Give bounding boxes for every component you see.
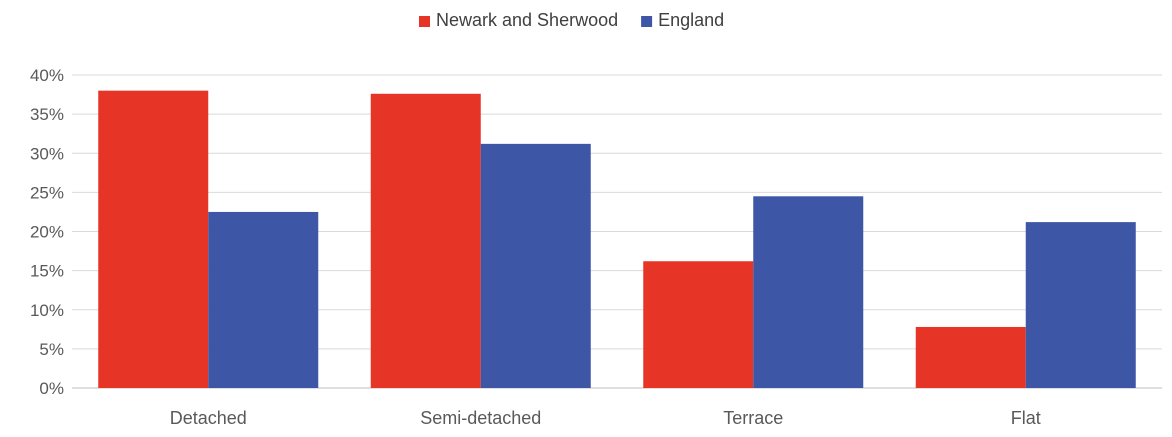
x-tick-label-2: Terrace [723, 408, 783, 428]
bar-detached-series-0 [98, 90, 209, 389]
bar-terrace-series-1 [753, 196, 864, 388]
legend: Newark and Sherwood England [419, 10, 724, 30]
y-tick-label-3: 15% [30, 262, 64, 281]
bar-semi-detached-series-0 [370, 93, 481, 388]
bar-detached-series-1 [208, 211, 319, 388]
bars [98, 90, 1136, 389]
x-tick-label-0: Detached [170, 408, 247, 428]
legend-label-0: Newark and Sherwood [436, 10, 618, 30]
y-tick-label-7: 35% [30, 105, 64, 124]
bar-flat-series-0 [915, 326, 1026, 388]
x-axis: Detached Semi-detached Terrace Flat [170, 408, 1041, 428]
y-axis: 0% 5% 10% 15% 20% 25% 30% 35% 40% [30, 66, 64, 398]
bar-flat-series-1 [1025, 222, 1136, 388]
bar-terrace-series-0 [643, 261, 754, 388]
bar-semi-detached-series-1 [480, 143, 591, 388]
y-tick-label-4: 20% [30, 223, 64, 242]
legend-label-1: England [658, 10, 724, 30]
legend-swatch-1 [641, 16, 653, 27]
y-tick-label-6: 30% [30, 144, 64, 163]
y-tick-label-8: 40% [30, 66, 64, 85]
x-tick-label-1: Semi-detached [420, 408, 541, 428]
legend-swatch-0 [419, 16, 430, 27]
y-tick-label-5: 25% [30, 183, 64, 202]
y-tick-label-2: 10% [30, 301, 64, 320]
x-tick-label-3: Flat [1011, 408, 1041, 428]
y-tick-label-0: 0% [39, 379, 64, 398]
y-tick-label-1: 5% [39, 340, 64, 359]
